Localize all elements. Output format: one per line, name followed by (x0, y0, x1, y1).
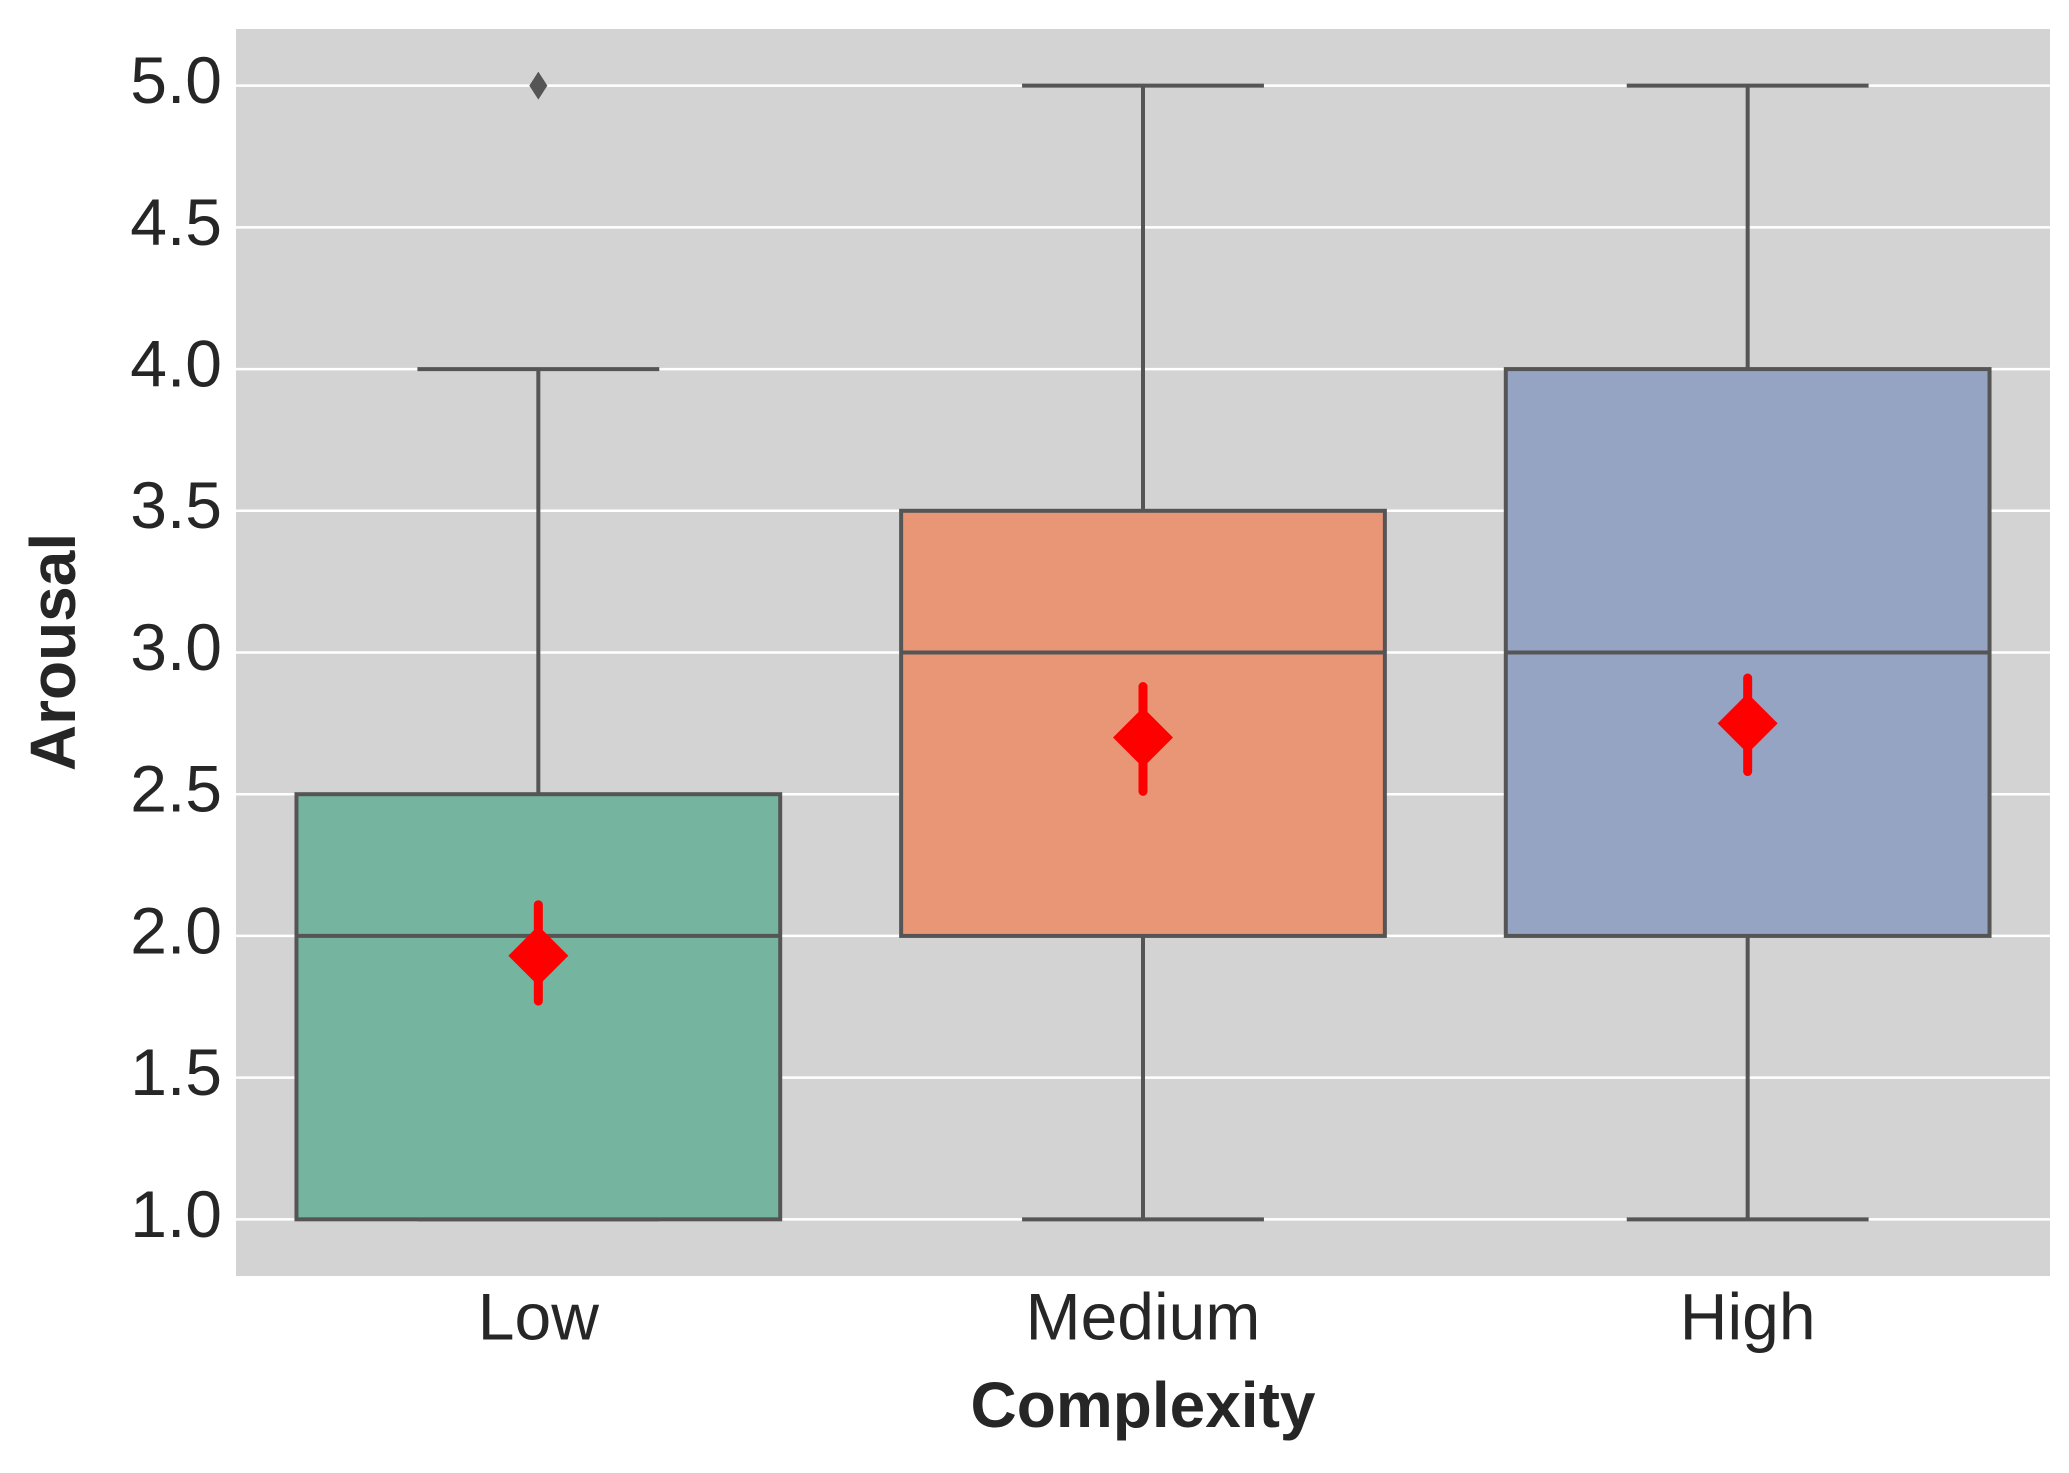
mean-marker (508, 925, 569, 986)
y-tick-label: 5.0 (130, 43, 222, 117)
y-tick-label: 3.0 (130, 610, 222, 684)
outlier (529, 71, 548, 100)
mean-marker (1113, 707, 1173, 768)
y-tick-label: 3.5 (130, 468, 222, 542)
y-tick-label: 2.0 (130, 893, 222, 967)
x-tick-label: Medium (1026, 1279, 1261, 1353)
y-tick-label: 2.5 (130, 752, 222, 826)
y-tick-label: 4.5 (130, 185, 222, 259)
y-tick-label: 1.0 (130, 1177, 222, 1251)
box (294, 792, 783, 1222)
mean-marker (1717, 693, 1778, 754)
x-tick-label: Low (478, 1279, 599, 1353)
x-axis-label: Complexity (971, 1369, 1316, 1441)
y-axis-label: Arousal (17, 533, 89, 771)
y-tick-label: 1.5 (130, 1035, 222, 1109)
x-tick-label: High (1680, 1279, 1816, 1353)
y-tick-label: 4.0 (130, 327, 222, 401)
